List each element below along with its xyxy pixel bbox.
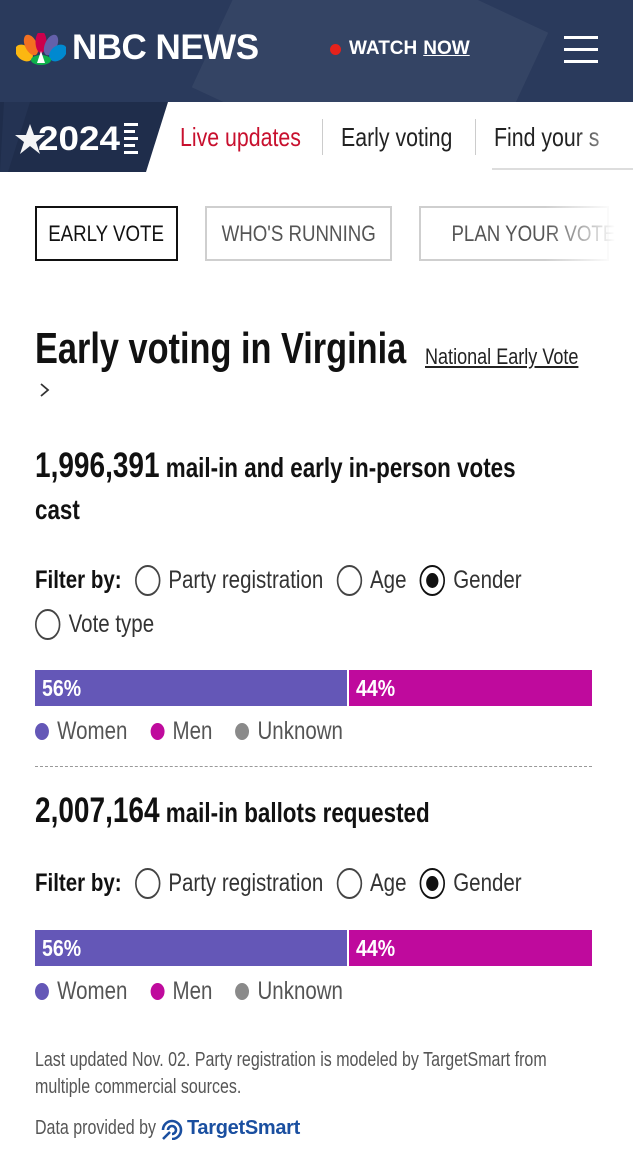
filter-age[interactable]: Age xyxy=(336,565,406,596)
hamburger-menu-icon[interactable] xyxy=(564,34,600,64)
legend-dot-icon xyxy=(35,723,49,740)
filter-row-ballots-requested: Filter by: Party registration Age Gender xyxy=(35,868,535,899)
early-votes-cast-heading: 1,996,391 mail-in and early in-person vo… xyxy=(35,446,516,486)
peacock-logo-icon[interactable] xyxy=(16,33,66,65)
legend-dot-icon xyxy=(35,983,49,1000)
watch-now-label: NOW xyxy=(423,38,470,59)
filter-row-votes-cast: Filter by: Party registration Age Gender xyxy=(35,565,535,596)
bar-segment-women: 56% xyxy=(35,670,347,706)
radio-icon[interactable] xyxy=(336,565,362,596)
filter-label: Filter by: xyxy=(35,869,122,897)
legend-item-unknown: Unknown xyxy=(235,977,343,1006)
nav-divider xyxy=(322,119,323,155)
nav-underline xyxy=(492,168,633,170)
provided-by-label: Data provided by xyxy=(35,1117,156,1139)
page-title: Early voting in Virginia xyxy=(35,324,407,373)
radio-icon[interactable] xyxy=(134,868,161,899)
legend-dot-icon xyxy=(235,723,250,740)
bar-segment-women: 56% xyxy=(35,930,347,966)
tab-early-vote[interactable]: EARLY VOTE xyxy=(35,206,178,261)
filter-row-votes-cast-2: Vote type xyxy=(35,609,167,640)
early-votes-label: mail-in and early in-person votes xyxy=(159,452,516,483)
nav-divider xyxy=(475,119,476,155)
bar-segment-men: 44% xyxy=(346,670,592,706)
filter-gender[interactable]: Gender xyxy=(419,868,522,899)
live-dot-icon xyxy=(330,43,341,55)
legend-item-men: Men xyxy=(150,977,212,1006)
tabs-fade xyxy=(545,200,633,270)
filter-party-registration[interactable]: Party registration xyxy=(134,868,323,899)
radio-icon[interactable] xyxy=(336,868,362,899)
targetsmart-logo-icon xyxy=(161,1119,183,1140)
legend-dot-icon xyxy=(235,983,250,1000)
site-header: NBC NEWS WATCH NOW xyxy=(0,0,633,102)
legend-dot-icon xyxy=(150,723,165,740)
legend-item-women: Women xyxy=(35,717,127,746)
nav-items: Live updates Early voting Find your s xyxy=(180,102,633,172)
badge-year: 2024 xyxy=(38,120,120,158)
watch-now-link[interactable]: WATCH NOW xyxy=(330,38,470,60)
ballots-requested-heading: 2,007,164 mail-in ballots requested xyxy=(35,791,430,831)
legend-item-unknown: Unknown xyxy=(235,717,343,746)
data-provided-by: Data provided by TargetSmart xyxy=(35,1117,300,1140)
legend-ballots-requested: Women Men Unknown xyxy=(35,977,366,1006)
election-nav: 2024 Live updates Early voting Find your… xyxy=(0,102,633,172)
national-early-vote-link[interactable]: National Early Vote xyxy=(425,344,579,369)
gender-bar-votes-cast: 56% 44% xyxy=(35,670,592,706)
legend-dot-icon xyxy=(150,983,165,1000)
provider-name: TargetSmart xyxy=(187,1117,301,1139)
early-votes-count: 1,996,391 xyxy=(35,446,160,485)
tab-whos-running[interactable]: WHO'S RUNNING xyxy=(205,206,392,261)
nav-item-early-voting[interactable]: Early voting xyxy=(341,121,453,152)
radio-icon[interactable] xyxy=(134,565,161,596)
footnote: Last updated Nov. 02. Party registration… xyxy=(35,1049,547,1098)
chevron-right-icon[interactable] xyxy=(38,380,52,400)
bar-segment-men: 44% xyxy=(346,930,592,966)
legend-item-men: Men xyxy=(150,717,212,746)
early-votes-label-cont: cast xyxy=(35,494,80,525)
filter-party-registration[interactable]: Party registration xyxy=(134,565,323,596)
nav-item-live-updates[interactable]: Live updates xyxy=(180,121,301,152)
radio-icon[interactable] xyxy=(35,609,61,640)
election-2024-badge[interactable]: 2024 xyxy=(0,102,168,172)
radio-selected-icon[interactable] xyxy=(419,868,446,899)
ballots-requested-label: mail-in ballots requested xyxy=(159,797,430,828)
legend-votes-cast: Women Men Unknown xyxy=(35,717,366,746)
site-brand[interactable]: NBC NEWS xyxy=(72,28,259,67)
filter-label: Filter by: xyxy=(35,566,122,594)
filter-age[interactable]: Age xyxy=(336,868,406,899)
targetsmart-logo[interactable]: TargetSmart xyxy=(160,1117,300,1140)
gender-bar-ballots-requested: 56% 44% xyxy=(35,930,592,966)
section-divider xyxy=(35,766,592,767)
ballots-requested-count: 2,007,164 xyxy=(35,791,160,830)
legend-item-women: Women xyxy=(35,977,127,1006)
watch-label: WATCH xyxy=(349,38,418,59)
filter-gender[interactable]: Gender xyxy=(419,565,522,596)
nav-fade xyxy=(573,102,633,172)
radio-selected-icon[interactable] xyxy=(419,565,446,596)
filter-vote-type[interactable]: Vote type xyxy=(35,609,154,640)
